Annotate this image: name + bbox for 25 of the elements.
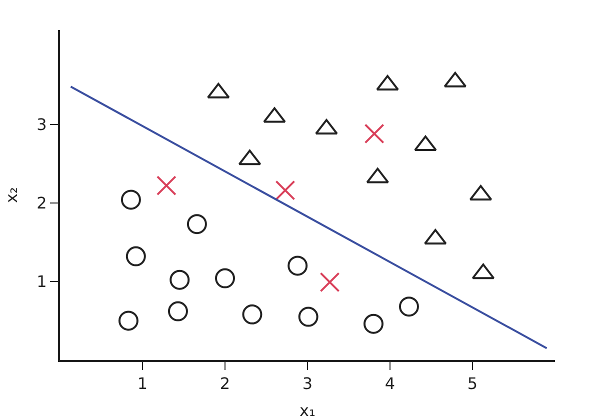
y-tick-label: 1 xyxy=(36,272,47,292)
point xyxy=(156,176,176,196)
point xyxy=(186,214,207,234)
point xyxy=(320,272,340,292)
point xyxy=(298,306,318,327)
point xyxy=(118,310,138,331)
x-tick-label: 2 xyxy=(220,374,230,394)
x-tick-label: 1 xyxy=(137,374,148,394)
point xyxy=(364,314,384,334)
x-tick-label: 5 xyxy=(467,374,478,394)
point xyxy=(215,268,235,288)
point xyxy=(288,256,308,276)
x-tick-label: 4 xyxy=(384,374,396,394)
point xyxy=(168,301,188,322)
point xyxy=(398,296,419,317)
y-tick-label: 3 xyxy=(36,114,47,134)
point xyxy=(126,246,146,266)
x-tick-label: 3 xyxy=(302,374,313,394)
point xyxy=(120,190,141,210)
x-axis-title: x₁ xyxy=(300,401,316,420)
point xyxy=(275,180,296,200)
point xyxy=(170,270,190,290)
y-axis-title: x₂ xyxy=(2,187,21,203)
point xyxy=(242,304,262,324)
y-tick-label: 2 xyxy=(36,193,47,212)
